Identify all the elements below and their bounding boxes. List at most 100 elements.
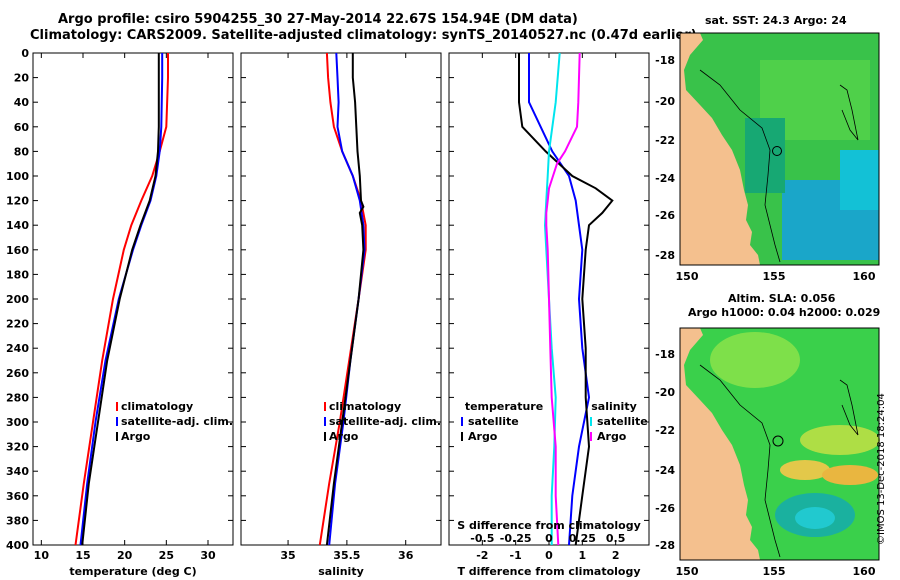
depth-tick-label: 280 xyxy=(6,391,29,404)
sla-map-ytick: -24 xyxy=(655,464,675,477)
sst-map-xtick: 160 xyxy=(853,270,876,283)
sst-map-ytick: -24 xyxy=(655,172,675,185)
sst-map-ytick: -18 xyxy=(655,54,675,67)
sst-map-title: sat. SST: 24.3 Argo: 24 xyxy=(705,14,847,27)
depth-tick-label: 380 xyxy=(6,514,29,527)
depth-tick-label: 400 xyxy=(6,539,29,552)
differences-xtick-label: -2 xyxy=(476,549,488,562)
depth-tick-label: 240 xyxy=(6,342,29,355)
title-line-2: Climatology: CARS2009. Satellite-adjuste… xyxy=(30,28,697,43)
differences-xtick-label: 2 xyxy=(612,549,620,562)
differences-xtick-label: -1 xyxy=(510,549,522,562)
differences-xtick-label: 0 xyxy=(545,549,553,562)
depth-tick-label: 20 xyxy=(14,72,30,85)
differences-xtick-label: 1 xyxy=(579,549,587,562)
t-legend-label: Argo xyxy=(468,430,498,443)
sla-map-xtick: 155 xyxy=(763,565,786,578)
s-diff-axis-label: S difference from climatology xyxy=(457,519,641,532)
sst-map-ytick: -20 xyxy=(655,95,675,108)
t-legend-label: satellite xyxy=(468,415,519,428)
depth-tick-label: 260 xyxy=(6,367,29,380)
differences-series-t-satellite xyxy=(528,53,591,546)
depth-tick-label: 140 xyxy=(6,219,29,232)
sst-map-xtick: 150 xyxy=(676,270,699,283)
temperature-legend-label: Argo xyxy=(121,430,151,443)
differences-series-t-argo xyxy=(518,53,614,546)
depth-tick-label: 180 xyxy=(6,268,29,281)
temperature-xtick-label: 15 xyxy=(75,549,90,562)
temperature-series-climatology xyxy=(74,53,169,546)
depth-tick-label: 160 xyxy=(6,244,29,257)
s-diff-tick-label: -0.25 xyxy=(500,532,532,545)
salinity-xtick-label: 36 xyxy=(398,549,414,562)
sla-map-title-2: Argo h1000: 0.04 h2000: 0.029 xyxy=(688,306,881,319)
salinity-xtick-label: 35 xyxy=(280,549,295,562)
sst-island xyxy=(839,84,859,141)
sst-map-ytick: -22 xyxy=(655,134,675,147)
depth-tick-label: 40 xyxy=(14,96,30,109)
sst-map-ytick: -26 xyxy=(655,209,675,222)
s-diff-tick-label: 0.5 xyxy=(606,532,626,545)
depth-tick-label: 200 xyxy=(6,293,29,306)
salinity-xlabel: salinity xyxy=(318,565,364,578)
temperature-xtick-label: 25 xyxy=(159,549,174,562)
temperature-axes-frame xyxy=(32,52,234,546)
sla-map-ytick: -28 xyxy=(655,539,675,552)
s-legend-title: salinity xyxy=(591,400,637,413)
depth-tick-label: 220 xyxy=(6,318,29,331)
temperature-xtick-label: 30 xyxy=(200,549,216,562)
sst-map xyxy=(679,32,880,266)
sla-high-1 xyxy=(710,332,800,388)
depth-tick-label: 320 xyxy=(6,441,29,454)
salinity-series-climatology xyxy=(318,52,367,546)
depth-tick-label: 340 xyxy=(6,465,29,478)
temperature-xtick-label: 20 xyxy=(117,549,133,562)
temperature-xlabel: temperature (deg C) xyxy=(69,565,196,578)
sst-land xyxy=(680,33,760,265)
s-diff-tick-label: 0.25 xyxy=(569,532,596,545)
temperature-series-argo xyxy=(81,53,160,546)
sla-map-ytick: -20 xyxy=(655,386,675,399)
sla-map-xtick: 150 xyxy=(676,565,699,578)
temperature-legend-label: climatology xyxy=(121,400,193,413)
temperature-legend-label: satellite-adj. clim. xyxy=(121,415,233,428)
sla-map-xtick: 160 xyxy=(853,565,876,578)
differences-series-s-satellite xyxy=(543,52,561,545)
salinity-xtick-label: 35.5 xyxy=(333,549,360,562)
depth-tick-label: 60 xyxy=(14,121,30,134)
sla-high-3 xyxy=(780,460,830,480)
depth-tick-label: 300 xyxy=(6,416,29,429)
sst-map-frame xyxy=(679,32,880,266)
sst-map-ytick: -28 xyxy=(655,249,675,262)
sla-island xyxy=(839,379,859,436)
temperature-xtick-label: 10 xyxy=(34,549,50,562)
t-legend-title: temperature xyxy=(465,400,543,413)
sla-land xyxy=(680,328,760,560)
sla-map-ytick: -26 xyxy=(655,502,675,515)
salinity-legend-label: satellite-adj. clim. xyxy=(329,415,441,428)
sla-map-title: Altim. SLA: 0.056 xyxy=(728,292,836,305)
depth-tick-label: 0 xyxy=(21,47,29,60)
s-legend-label: Argo xyxy=(597,430,627,443)
differences-series-s-argo xyxy=(545,52,581,546)
sla-map-ytick: -18 xyxy=(655,348,675,361)
depth-tick-label: 100 xyxy=(6,170,29,183)
sla-map-ytick: -22 xyxy=(655,424,675,437)
s-diff-tick-label: -0.5 xyxy=(470,532,494,545)
sst-contour xyxy=(699,69,781,263)
salinity-legend-label: climatology xyxy=(329,400,401,413)
sla-contour xyxy=(699,364,781,558)
sla-high-2 xyxy=(800,425,880,455)
salinity-series-argo xyxy=(325,53,365,546)
sla-map-frame xyxy=(679,327,880,561)
depth-tick-label: 360 xyxy=(6,490,29,503)
s-legend-label: satellite xyxy=(597,415,648,428)
sla-low-2 xyxy=(795,507,835,529)
sla-map xyxy=(679,327,880,561)
depth-tick-label: 120 xyxy=(6,195,29,208)
sla-high-4 xyxy=(822,465,878,485)
sst-map-xtick: 155 xyxy=(763,270,786,283)
sst-cool-patch-2 xyxy=(840,150,879,210)
imos-timestamp: ©IMOS 13-Dec-2018 18:24:04 xyxy=(876,393,887,545)
